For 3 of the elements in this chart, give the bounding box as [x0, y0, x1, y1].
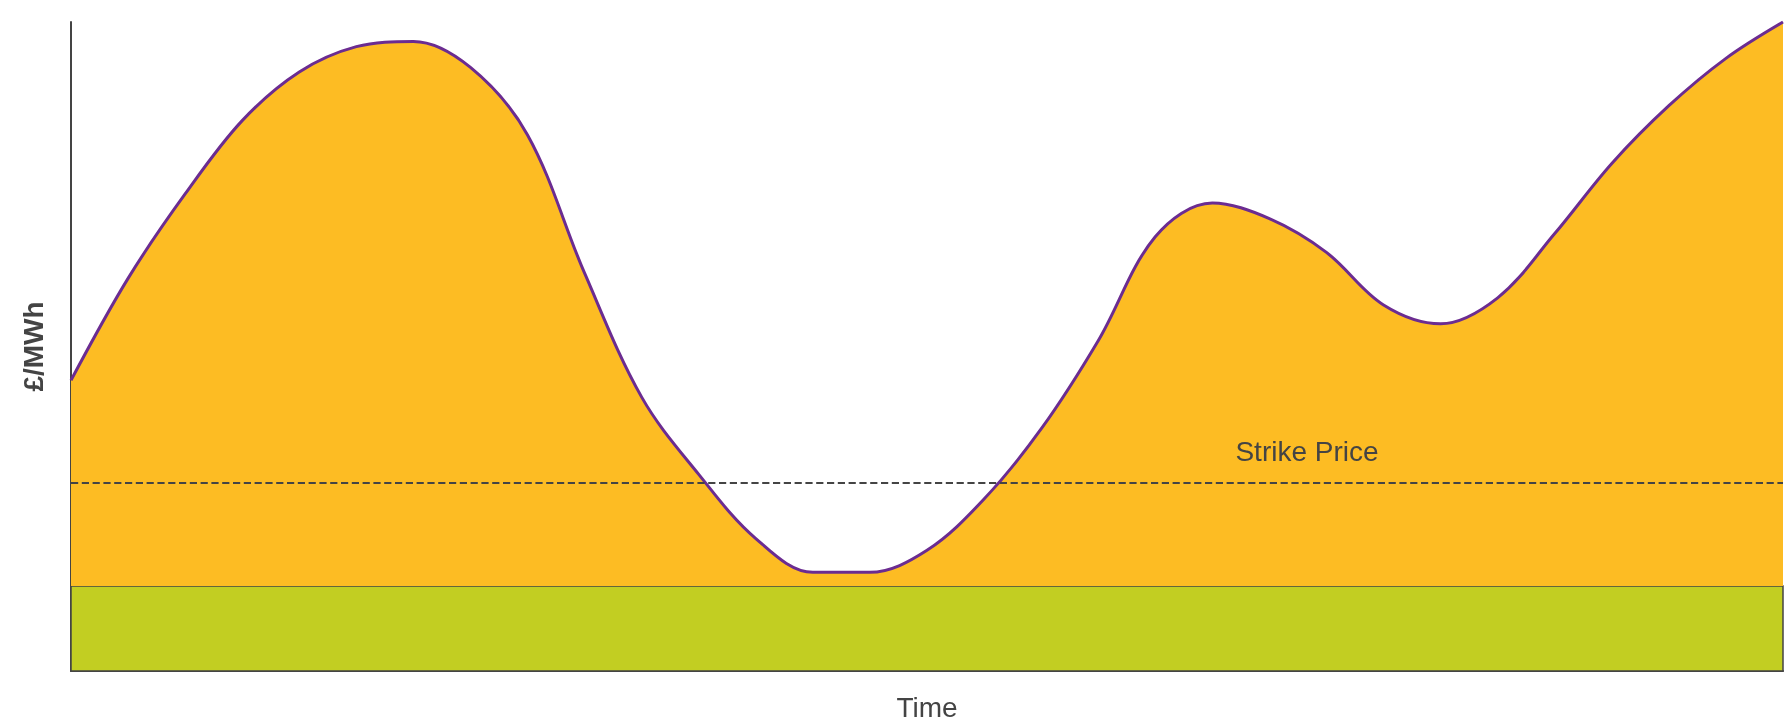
y-axis-title: £/MWh — [17, 301, 49, 392]
ref-line-label: Strike Price — [1235, 436, 1379, 468]
x-axis-title: Time — [896, 691, 958, 723]
